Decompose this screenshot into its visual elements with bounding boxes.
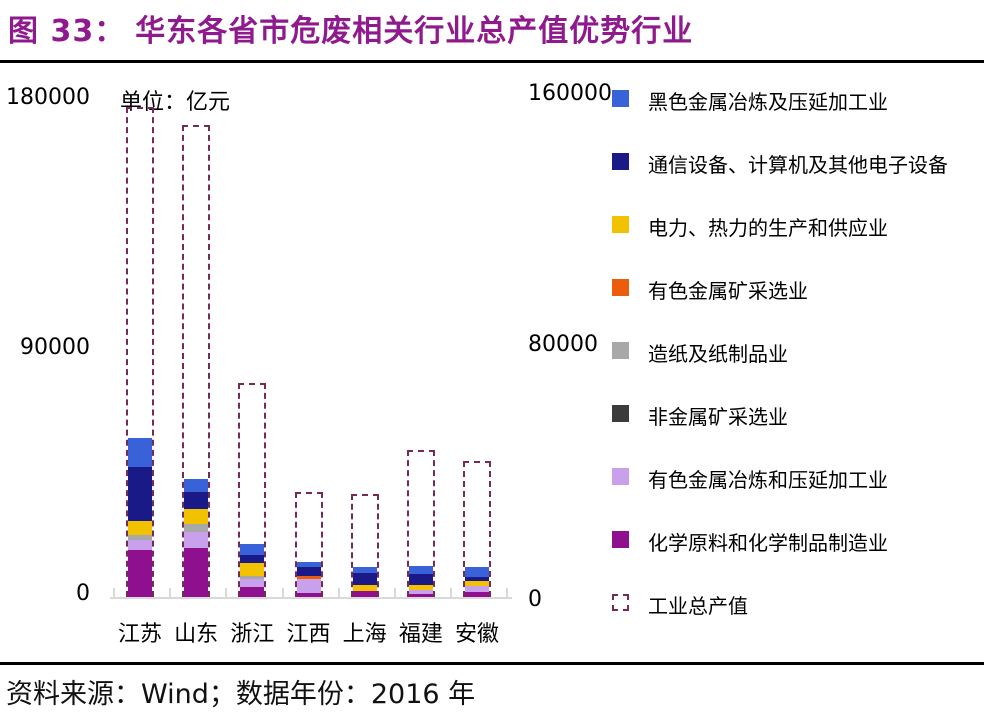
right-axis-tick-160000: 160000 [528,81,612,106]
legend-item-label: 化学原料和化学制品制造业 [648,531,888,555]
total-output-dashed-bar [182,125,211,597]
bar-segment-navy [184,492,209,509]
bar-segment-lavender [128,540,152,551]
bar-segment-lavender [184,532,209,549]
x-category-label: 上海 [342,622,387,647]
left-axis-tick-0: 0 [76,581,90,606]
right-axis-tick-80000: 80000 [528,332,598,357]
bar-segment-navy [128,467,152,522]
legend-color-swatch-icon [612,153,629,170]
bar-segment-yellow [465,580,490,586]
x-axis-tick [281,588,284,598]
x-category-label: 福建 [398,622,443,647]
bar-segment-yellow [184,508,209,524]
left-axis-tick-180000: 180000 [6,85,90,110]
legend-item-label: 黑色金属冶炼及压延加工业 [648,90,888,114]
bar-segment-magenta [184,548,209,597]
total-output-dashed-bar [406,450,435,597]
x-category-label: 浙江 [230,622,275,647]
legend-item-label: 有色金属冶炼和压延加工业 [648,468,888,492]
legend-item-label: 电力、热力的生产和供应业 [648,216,888,240]
x-axis-tick [506,588,509,598]
legend-color-swatch-icon [612,468,629,485]
total-output-dashed-bar [238,383,267,597]
bar-segment-navy [408,573,433,586]
bar-segment-lavender [296,579,321,594]
bar-segment-lavender [408,590,433,594]
legend-item-label: 工业总产值 [648,594,748,618]
bar-segment-yellow [352,584,377,591]
bar-segment-yellow [128,521,152,536]
bar-segment-gray [240,575,265,579]
bar-segment-magenta [128,550,152,597]
legend-item-label: 造纸及纸制品业 [648,342,788,366]
x-axis-line [110,597,512,599]
legend-color-swatch-icon [612,342,629,359]
x-category-label: 江苏 [117,622,162,647]
bar-segment-gray [128,535,152,541]
x-category-label: 山东 [174,622,219,647]
x-axis-tick [450,588,453,598]
bar-segment-magenta [296,593,321,597]
bar-segment-orange [296,576,321,580]
title-divider-line [0,60,984,63]
bar-segment-lavender [240,578,265,587]
x-category-label: 安徽 [455,622,500,647]
bar-segment-blue [465,567,490,577]
figure-title: 图 33： 华东各省市危废相关行业总产值优势行业 [8,6,693,50]
x-axis-tick [225,588,228,598]
total-output-dashed-bar [126,107,154,597]
bar-segment-blue [352,566,377,573]
x-axis-tick [169,588,172,598]
legend-color-swatch-icon [612,531,629,548]
legend-item-label: 有色金属矿采选业 [648,279,808,303]
legend-color-swatch-icon [612,405,629,422]
bar-segment-blue [184,478,209,492]
bar-segment-yellow [240,562,265,576]
bar-segment-magenta [465,592,490,597]
total-output-dashed-bar [350,494,379,597]
bar-segment-magenta [240,587,265,597]
bar-segment-blue [240,543,265,555]
bar-segment-navy [296,567,321,577]
bar-segment-gray [184,523,209,532]
x-axis-tick [393,588,396,598]
figure-title-text: 华东各省市危废相关行业总产值优势行业 [135,14,694,49]
right-axis-tick-0: 0 [528,587,542,612]
bar-segment-lavender [465,585,490,592]
legend-item-label: 通信设备、计算机及其他电子设备 [648,153,948,177]
left-axis-tick-90000: 90000 [20,335,90,360]
total-output-dashed-bar [463,461,492,597]
x-axis-tick [113,588,115,598]
x-axis-tick [337,588,340,598]
bar-segment-blue [408,565,433,574]
source-note: 资料来源：Wind；数据年份：2016 年 [6,679,476,710]
bar-segment-yellow [408,585,433,591]
bar-segment-navy [240,554,265,563]
bar-segment-magenta [408,593,433,597]
x-category-label: 江西 [286,622,331,647]
total-output-dashed-bar [294,492,323,597]
legend-dashed-swatch-icon [612,594,629,611]
legend-color-swatch-icon [612,90,629,107]
bar-segment-blue [128,438,152,468]
bar-segment-navy [352,572,377,585]
bar-segment-navy [465,577,490,581]
unit-label: 单位：亿元 [120,90,231,115]
legend-color-swatch-icon [612,216,629,233]
bar-segment-magenta [352,590,377,597]
legend-color-swatch-icon [612,279,629,296]
legend-item-label: 非金属矿采选业 [648,405,788,429]
figure-number: 图 33： [8,14,126,49]
bar-segment-blue [296,562,321,568]
footer-divider-line [0,662,984,665]
